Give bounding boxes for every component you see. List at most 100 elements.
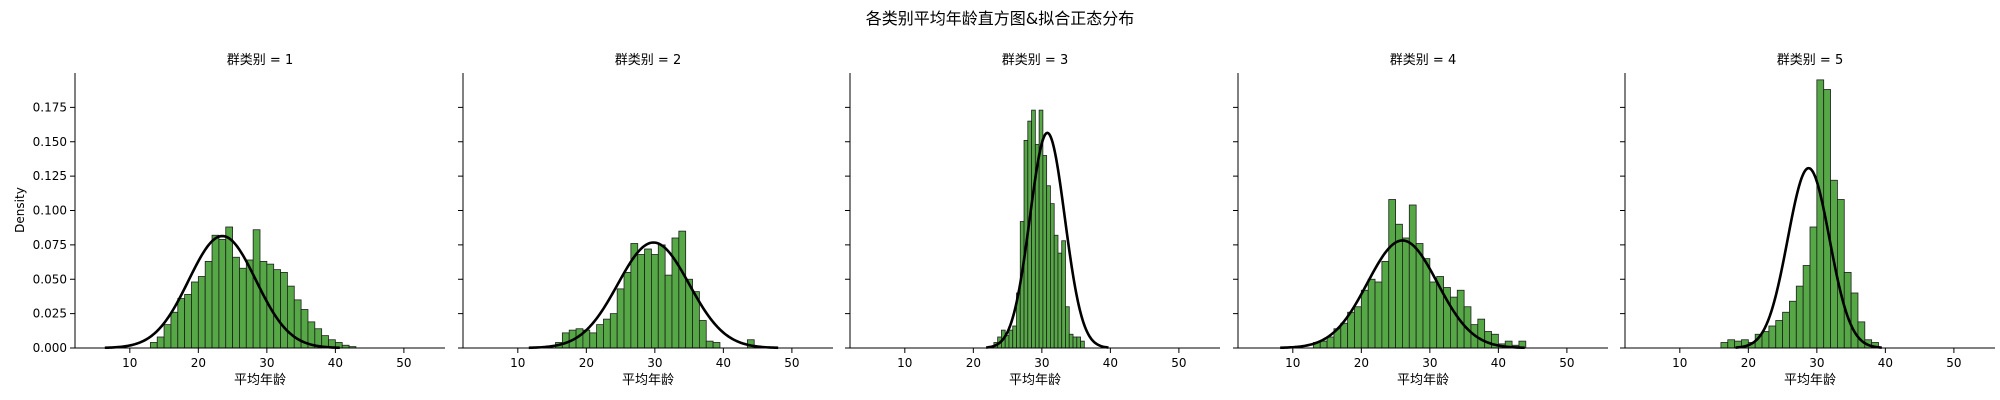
histogram-bar: [1782, 311, 1790, 349]
x-tick-label: 10: [897, 356, 912, 370]
histogram-bar: [705, 340, 714, 349]
histogram-bar: [1050, 203, 1055, 349]
histogram-bar: [1422, 258, 1431, 349]
histogram-bar: [1360, 289, 1369, 349]
normal-fit-curve: [528, 241, 779, 350]
histogram-bar: [156, 336, 165, 349]
x-tick-label: 30: [647, 356, 662, 370]
panel-title: 群类别 = 2: [615, 53, 681, 68]
histogram-bar: [1402, 237, 1410, 349]
histogram-bar: [1367, 278, 1376, 349]
normal-fit-curve: [986, 131, 1109, 349]
histogram-bar: [1347, 311, 1355, 349]
histogram-bar: [589, 332, 598, 349]
histogram-bar: [1068, 333, 1074, 349]
histogram-bar: [561, 332, 570, 349]
histogram-bar: [1484, 331, 1492, 349]
y-tick-label: 0.150: [33, 135, 67, 149]
x-tick-label: 40: [328, 356, 343, 370]
histogram-bar: [1477, 318, 1486, 349]
histogram-bar: [1727, 339, 1736, 349]
x-axis-label: 平均年龄: [1009, 373, 1061, 388]
histogram-bar: [1450, 296, 1458, 349]
histogram-bar: [1340, 322, 1349, 349]
histogram-bar: [1080, 340, 1085, 349]
figure-title: 各类别平均年龄直方图&拟合正态分布: [865, 9, 1135, 28]
histogram-bar: [1761, 331, 1770, 349]
histogram-bar: [184, 293, 192, 349]
y-axis-label: Density: [13, 187, 27, 233]
histogram-bar: [712, 342, 721, 349]
histogram-bar: [637, 254, 645, 349]
x-tick-label: 20: [1354, 356, 1369, 370]
y-tick-label: 0.100: [33, 204, 67, 218]
x-tick-label: 50: [1946, 356, 1961, 370]
x-axis-label: 平均年龄: [1784, 373, 1836, 388]
histogram-bar: [239, 267, 247, 349]
histogram-bars: [993, 109, 1085, 349]
histogram-bar: [1415, 243, 1424, 349]
histogram-bar: [651, 254, 659, 349]
histogram-bars: [149, 226, 357, 349]
histogram-bar: [1789, 300, 1797, 349]
facet-panel-4: 群类别 = 4 10 20 30 40 50 平均年龄: [1233, 53, 1608, 388]
histogram-bar: [1065, 306, 1070, 349]
histogram-bar: [1408, 204, 1417, 349]
facet-panel-3: 群类别 = 3 10 20 30 40 50 平均年龄: [845, 53, 1220, 388]
histogram-bar: [1795, 285, 1804, 349]
normal-fit-curve: [1735, 166, 1882, 349]
histogram-bar: [1381, 260, 1390, 349]
x-tick-label: 50: [1171, 356, 1186, 370]
histogram-bar: [698, 320, 707, 349]
normal-fit-curve: [104, 234, 340, 350]
x-tick-label: 10: [1672, 356, 1687, 370]
y-tick-label: 0.125: [33, 169, 67, 183]
histogram-bars: [1312, 199, 1527, 349]
y-tick-label: 0.175: [33, 100, 67, 114]
histogram-bar: [678, 230, 687, 349]
x-tick-label: 30: [1034, 356, 1049, 370]
x-tick-label: 30: [1809, 356, 1824, 370]
y-tick-label: 0.075: [33, 238, 67, 252]
x-axis-label: 平均年龄: [234, 373, 286, 388]
histogram-bar: [1850, 292, 1859, 349]
x-tick-label: 50: [396, 356, 411, 370]
histogram-bar: [623, 271, 632, 349]
histogram-bar: [603, 318, 611, 349]
x-tick-label: 20: [579, 356, 594, 370]
histogram-bar: [1042, 155, 1048, 349]
histogram-bar: [163, 324, 172, 349]
histogram-bar: [259, 260, 268, 349]
y-tick-label: 0.000: [33, 341, 67, 355]
histogram-bar: [191, 281, 199, 349]
x-tick-label: 40: [1878, 356, 1893, 370]
histogram-bar: [1768, 325, 1777, 349]
panel-title: 群类别 = 1: [227, 53, 293, 68]
histogram-bar: [273, 269, 281, 349]
histogram-bar: [1053, 234, 1059, 349]
histogram-bars: [1720, 79, 1879, 349]
x-axis-label: 平均年龄: [1397, 373, 1449, 388]
x-tick-label: 30: [259, 356, 274, 370]
histogram-bar: [671, 237, 680, 349]
histogram-bar: [1057, 252, 1063, 349]
x-axis-label: 平均年龄: [622, 373, 674, 388]
histogram-bar: [1720, 342, 1729, 349]
x-tick-label: 30: [1422, 356, 1437, 370]
histogram-bar: [1388, 199, 1396, 349]
panel-title: 群类别 = 5: [1777, 53, 1843, 68]
x-tick-label: 40: [1491, 356, 1506, 370]
facet-panel-1: 群类别 = 1 10 20 30 40 50 0.000 0.025 0.050 0.075 0.1…: [33, 53, 445, 388]
histogram-bar: [1061, 240, 1066, 349]
x-tick-label: 10: [122, 356, 137, 370]
x-tick-label: 40: [1103, 356, 1118, 370]
x-tick-label: 10: [1285, 356, 1300, 370]
histogram-bar: [1857, 321, 1866, 349]
histogram-bar: [616, 288, 625, 349]
y-tick-label: 0.050: [33, 272, 67, 286]
x-tick-label: 50: [1559, 356, 1574, 370]
histogram-bar: [218, 238, 227, 349]
histogram-bar: [1816, 79, 1825, 349]
histogram-bar: [1326, 336, 1335, 349]
